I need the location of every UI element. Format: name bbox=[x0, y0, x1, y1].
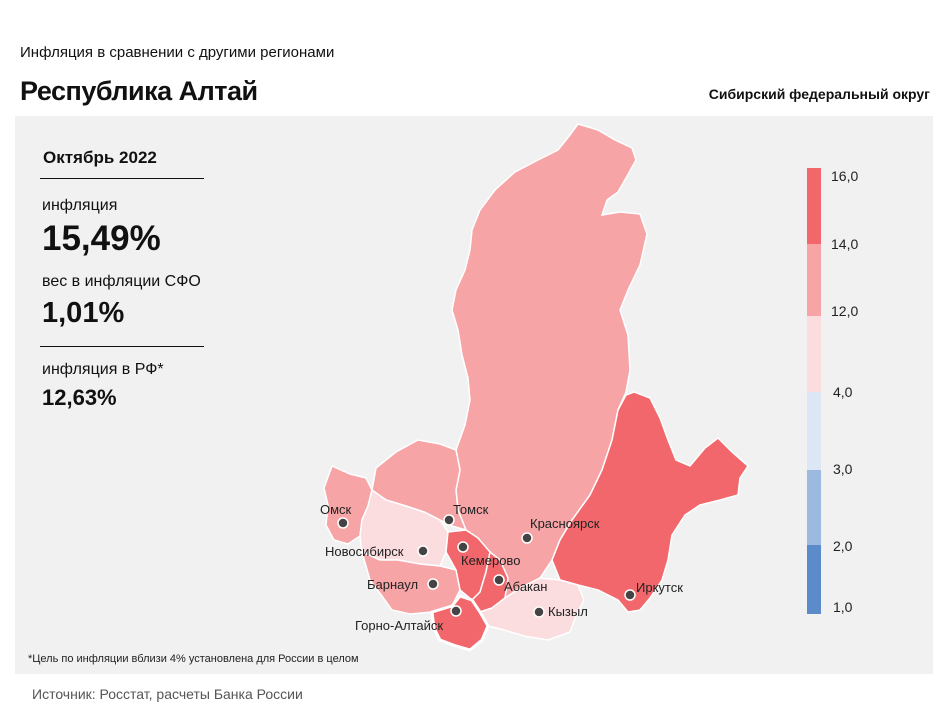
city-marker bbox=[427, 578, 439, 590]
city-tomsk[interactable]: Томск bbox=[443, 502, 489, 526]
legend-label: 14,0 bbox=[831, 236, 858, 252]
city-abakan[interactable]: Абакан bbox=[493, 574, 547, 594]
city-label-omsk: Омск bbox=[320, 502, 352, 517]
weight-label: вес в инфляции СФО bbox=[42, 273, 201, 290]
city-label-tomsk: Томск bbox=[453, 502, 489, 517]
region-altai-krai[interactable] bbox=[360, 550, 461, 615]
city-marker bbox=[533, 606, 545, 618]
city-kemerovo[interactable]: Кемерово bbox=[457, 541, 520, 568]
city-label-abakan: Абакан bbox=[504, 579, 547, 594]
federal-district-label: Сибирский федеральный округ bbox=[708, 86, 930, 102]
region-altai-republic[interactable] bbox=[430, 594, 490, 652]
city-krasnoyarsk[interactable]: Красноярск bbox=[521, 516, 600, 544]
city-marker bbox=[624, 589, 636, 601]
legend-label: 4,0 bbox=[833, 384, 853, 400]
legend-label: 12,0 bbox=[831, 303, 858, 319]
city-marker bbox=[450, 605, 462, 617]
legend-label: 2,0 bbox=[833, 538, 853, 554]
city-novosibirsk[interactable]: Новосибирск bbox=[325, 544, 429, 559]
city-gorno-altaysk[interactable]: Горно-Алтайск bbox=[355, 605, 462, 633]
legend-swatch-1-2 bbox=[807, 545, 821, 614]
city-label-kyzyl: Кызыл bbox=[548, 604, 588, 619]
inflation-label: инфляция bbox=[42, 197, 118, 214]
color-legend: 16,0 14,0 12,0 4,0 3,0 2,0 1,0 bbox=[807, 168, 858, 615]
period-label: Октябрь 2022 bbox=[40, 148, 204, 179]
divider bbox=[40, 346, 204, 347]
region-tyva[interactable] bbox=[478, 577, 585, 641]
city-label-krasnoyarsk: Красноярск bbox=[530, 516, 600, 531]
chart-subtitle: Инфляция в сравнении с другими регионами bbox=[20, 44, 335, 61]
city-label-irkutsk: Иркутск bbox=[636, 580, 683, 595]
city-omsk[interactable]: Омск bbox=[320, 502, 352, 529]
city-label-kemerovo: Кемерово bbox=[461, 553, 520, 568]
city-marker bbox=[457, 541, 469, 553]
stats-panel: Октябрь 2022 инфляция 15,49% вес в инфля… bbox=[40, 148, 204, 411]
city-irkutsk[interactable]: Иркутск bbox=[624, 580, 683, 601]
city-label-barnaul: Барнаул bbox=[367, 577, 418, 592]
city-label-gorno-altaysk: Горно-Алтайск bbox=[355, 618, 443, 633]
footnote: *Цель по инфляции вблизи 4% установлена … bbox=[28, 653, 359, 665]
legend-swatch-12-14 bbox=[807, 244, 821, 316]
city-kyzyl[interactable]: Кызыл bbox=[533, 604, 588, 619]
legend-swatch-14-16 bbox=[807, 168, 821, 244]
legend-label: 16,0 bbox=[831, 168, 858, 184]
rf-inflation-value: 12,63% bbox=[42, 385, 117, 410]
legend-label: 3,0 bbox=[833, 461, 853, 477]
region-irkutsk[interactable] bbox=[551, 391, 749, 613]
weight-value: 1,01% bbox=[42, 297, 125, 329]
city-barnaul[interactable]: Барнаул bbox=[367, 577, 439, 592]
legend-swatch-2-3 bbox=[807, 470, 821, 545]
inflation-value: 15,49% bbox=[42, 219, 161, 258]
region-title: Республика Алтай bbox=[20, 76, 258, 106]
city-marker bbox=[443, 514, 455, 526]
city-marker bbox=[417, 545, 429, 557]
city-marker bbox=[337, 517, 349, 529]
legend-label: 1,0 bbox=[833, 599, 853, 615]
city-label-novosibirsk: Новосибирск bbox=[325, 544, 404, 559]
city-marker bbox=[493, 574, 505, 586]
city-marker bbox=[521, 532, 533, 544]
legend-swatch-3-4 bbox=[807, 392, 821, 470]
legend-swatch-4-12 bbox=[807, 316, 821, 392]
source-note: Источник: Росстат, расчеты Банка России bbox=[32, 686, 303, 702]
rf-inflation-label: инфляция в РФ* bbox=[42, 361, 164, 378]
